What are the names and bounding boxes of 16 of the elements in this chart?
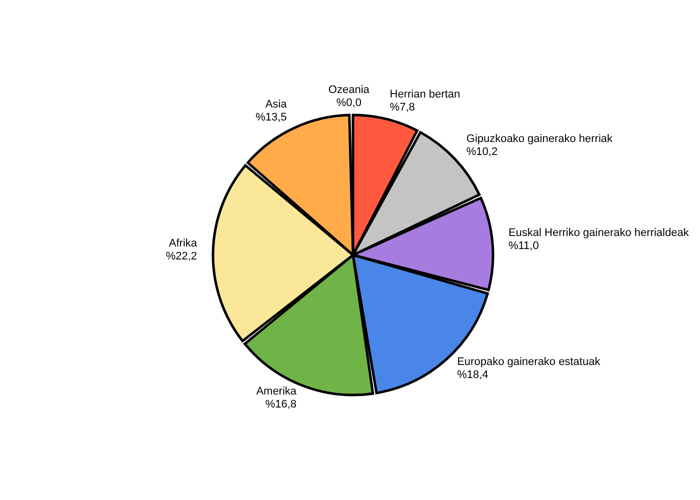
data-label: %11,0 — [508, 240, 539, 252]
data-label: %22,2 — [166, 250, 198, 262]
data-label: %13,5 — [256, 112, 287, 124]
data-label: %18,4 — [457, 369, 488, 382]
data-label: %7,8 — [390, 101, 415, 114]
category-label: Ozeania — [328, 84, 370, 96]
slice-label: Europako gainerako estatuak — [457, 356, 601, 368]
slice-label: Gipuzkoako gainerako herriak — [466, 132, 614, 145]
data-label: %16,8 — [265, 398, 297, 410]
slice-label: Euskal Herriko gainerako herrialdeak — [508, 226, 690, 239]
slice-label: Afrika — [168, 237, 198, 250]
slice-label: Amerika — [256, 385, 298, 398]
slice-label: Herrian bertan — [390, 88, 460, 100]
data-label: %10,2 — [466, 146, 498, 158]
slice-label: Asia — [265, 98, 288, 111]
text: %0,0 — [336, 97, 362, 110]
